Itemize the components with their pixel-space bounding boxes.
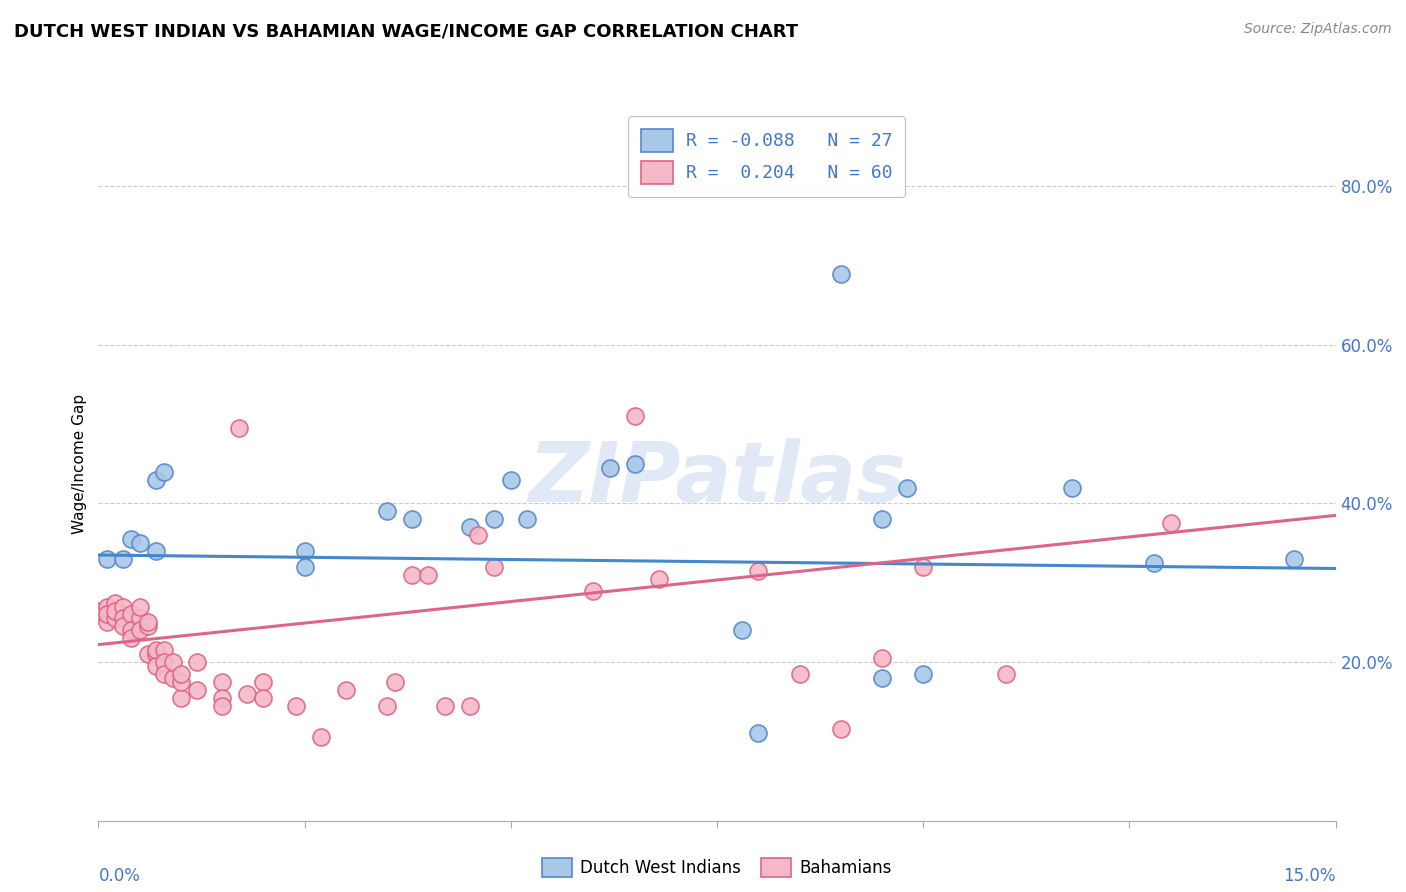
Point: [433, 698, 456, 713]
Point: [458, 698, 481, 713]
Point: [830, 267, 852, 281]
Point: [136, 647, 159, 661]
Point: [228, 421, 250, 435]
Point: [418, 567, 440, 582]
Point: [153, 667, 176, 681]
Point: [96, 615, 118, 630]
Point: [499, 473, 522, 487]
Point: [145, 473, 167, 487]
Point: [128, 611, 150, 625]
Point: [104, 603, 127, 617]
Point: [401, 567, 423, 582]
Point: [648, 572, 671, 586]
Point: [1160, 516, 1182, 531]
Point: [484, 512, 506, 526]
Point: [484, 560, 506, 574]
Point: [1060, 481, 1083, 495]
Point: [912, 560, 935, 574]
Point: [112, 611, 135, 625]
Point: [335, 682, 357, 697]
Point: [170, 667, 193, 681]
Text: Source: ZipAtlas.com: Source: ZipAtlas.com: [1244, 22, 1392, 37]
Point: [128, 536, 150, 550]
Point: [145, 544, 167, 558]
Point: [87, 603, 110, 617]
Point: [104, 596, 127, 610]
Point: [136, 615, 159, 630]
Point: [458, 520, 481, 534]
Point: [153, 465, 176, 479]
Point: [112, 599, 135, 614]
Point: [145, 643, 167, 657]
Point: [623, 409, 645, 424]
Legend: Dutch West Indians, Bahamians: Dutch West Indians, Bahamians: [536, 851, 898, 884]
Point: [211, 698, 233, 713]
Text: 0.0%: 0.0%: [98, 867, 141, 885]
Point: [294, 560, 316, 574]
Point: [623, 457, 645, 471]
Point: [375, 504, 398, 518]
Point: [170, 674, 193, 689]
Point: [236, 687, 259, 701]
Point: [120, 632, 142, 646]
Point: [252, 690, 274, 705]
Point: [104, 611, 127, 625]
Point: [375, 698, 398, 713]
Point: [912, 667, 935, 681]
Point: [145, 647, 167, 661]
Point: [211, 690, 233, 705]
Point: [153, 655, 176, 669]
Point: [1143, 556, 1166, 570]
Text: ZIPatlas: ZIPatlas: [529, 438, 905, 518]
Point: [896, 481, 918, 495]
Point: [96, 607, 118, 622]
Y-axis label: Wage/Income Gap: Wage/Income Gap: [72, 393, 87, 534]
Point: [112, 619, 135, 633]
Point: [162, 655, 184, 669]
Point: [870, 671, 893, 685]
Point: [112, 552, 135, 566]
Point: [516, 512, 538, 526]
Point: [128, 599, 150, 614]
Point: [285, 698, 308, 713]
Point: [145, 659, 167, 673]
Point: [252, 674, 274, 689]
Point: [789, 667, 811, 681]
Point: [830, 723, 852, 737]
Point: [1284, 552, 1306, 566]
Text: DUTCH WEST INDIAN VS BAHAMIAN WAGE/INCOME GAP CORRELATION CHART: DUTCH WEST INDIAN VS BAHAMIAN WAGE/INCOM…: [14, 22, 799, 40]
Point: [162, 671, 184, 685]
Point: [870, 651, 893, 665]
Point: [170, 690, 193, 705]
Point: [120, 607, 142, 622]
Point: [186, 682, 208, 697]
Point: [153, 643, 176, 657]
Point: [731, 624, 754, 638]
Point: [96, 599, 118, 614]
Point: [599, 460, 621, 475]
Point: [384, 674, 406, 689]
Point: [294, 544, 316, 558]
Point: [96, 552, 118, 566]
Point: [467, 528, 489, 542]
Text: 15.0%: 15.0%: [1284, 867, 1336, 885]
Point: [186, 655, 208, 669]
Point: [747, 726, 769, 740]
Point: [582, 583, 605, 598]
Point: [211, 674, 233, 689]
Point: [401, 512, 423, 526]
Point: [870, 512, 893, 526]
Point: [309, 731, 332, 745]
Point: [128, 624, 150, 638]
Point: [120, 624, 142, 638]
Point: [747, 564, 769, 578]
Point: [136, 619, 159, 633]
Point: [120, 532, 142, 546]
Point: [994, 667, 1017, 681]
